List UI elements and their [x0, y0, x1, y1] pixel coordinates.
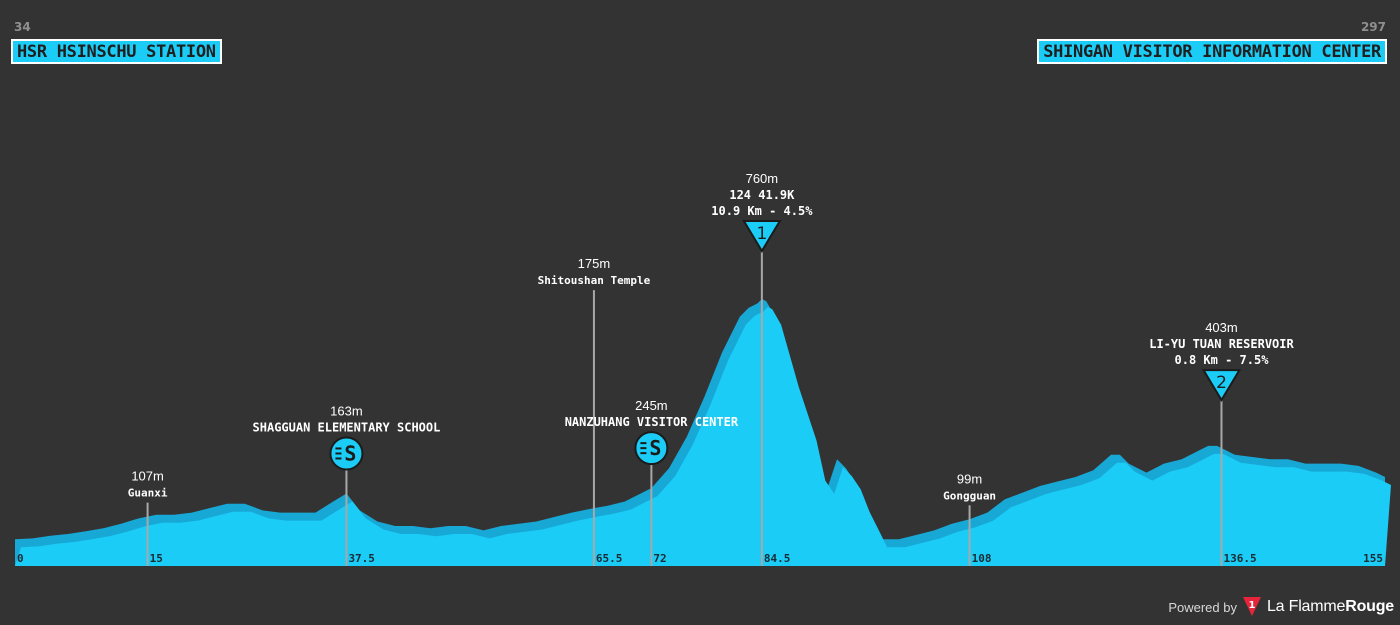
logo-digit: 1: [1249, 600, 1256, 611]
flame-rouge-logo-icon: 1: [1242, 597, 1261, 616]
waypoint-climb-detail: 0.8 Km - 7.5%: [1175, 353, 1270, 367]
km-tick-label: 37.5: [348, 552, 375, 565]
brand-name: La FlammeRouge: [1267, 598, 1394, 616]
waypoint-name: NANZUHANG VISITOR CENTER: [565, 415, 739, 429]
km-tick-label: 136.5: [1223, 552, 1256, 565]
sprint-icon: [634, 431, 669, 466]
waypoint-name: Guanxi: [128, 487, 168, 500]
waypoint-name: LI-YU TUAN RESERVOIR: [1149, 337, 1294, 351]
waypoint-name: Gongguan: [943, 489, 996, 502]
waypoint-elevation: 760m: [746, 171, 779, 186]
sprint-icon: [329, 436, 364, 471]
waypoint-elevation: 107m: [131, 469, 164, 484]
waypoint-elevation: 245m: [635, 398, 668, 413]
waypoint-name: 124 41.9K: [729, 188, 795, 202]
start-number: 34: [14, 20, 31, 34]
sprint-icon-letter: S: [344, 441, 356, 465]
kom-category-label: 2: [1216, 373, 1227, 393]
km-tick-label: 15: [150, 552, 163, 565]
km-tick-label: 108: [972, 552, 992, 565]
waypoint-name: SHAGGUAN ELEMENTARY SCHOOL: [253, 420, 441, 434]
brand-name-plain: La Flamme: [1266, 598, 1346, 615]
kom-climb-icon: [1201, 369, 1242, 403]
km-tick-label: 155: [1363, 552, 1383, 565]
km-tick-label: 84.5: [764, 552, 791, 565]
finish-location-label: SHINGAN VISITOR INFORMATION CENTER: [1037, 39, 1387, 64]
sprint-icon-letter: S: [649, 436, 661, 460]
kom-category-label: 1: [756, 224, 767, 244]
powered-by-text: Powered by: [1168, 599, 1237, 615]
km-tick-label: 72: [653, 552, 666, 565]
start-location-label: HSR HSINSCHU STATION: [11, 39, 222, 64]
kom-climb-icon: [742, 220, 782, 253]
waypoint-climb-detail: 10.9 Km - 4.5%: [711, 204, 813, 218]
km-tick-label: 65.5: [596, 552, 623, 565]
waypoint-elevation: 175m: [578, 256, 611, 271]
powered-by-footer: Powered by 1 La FlammeRouge: [1168, 597, 1394, 617]
finish-number: 297: [1360, 20, 1386, 34]
profile-area: [15, 307, 1391, 566]
waypoint-elevation: 403m: [1205, 320, 1238, 335]
waypoint-name: Shitoushan Temple: [538, 274, 651, 287]
waypoint-elevation: 99m: [957, 471, 982, 486]
waypoint-elevation: 163m: [330, 403, 363, 418]
brand-name-bold: Rouge: [1345, 598, 1394, 615]
km-tick-label: 0: [17, 552, 24, 565]
